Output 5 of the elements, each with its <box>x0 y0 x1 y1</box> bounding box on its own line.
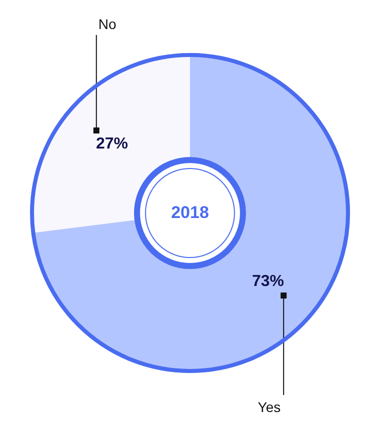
data-label: 27% <box>96 136 128 153</box>
text: 2018 <box>170 202 210 224</box>
slice-label: Yes <box>258 398 281 415</box>
data-label: 73% <box>252 273 284 290</box>
slice-label: No <box>98 16 116 32</box>
